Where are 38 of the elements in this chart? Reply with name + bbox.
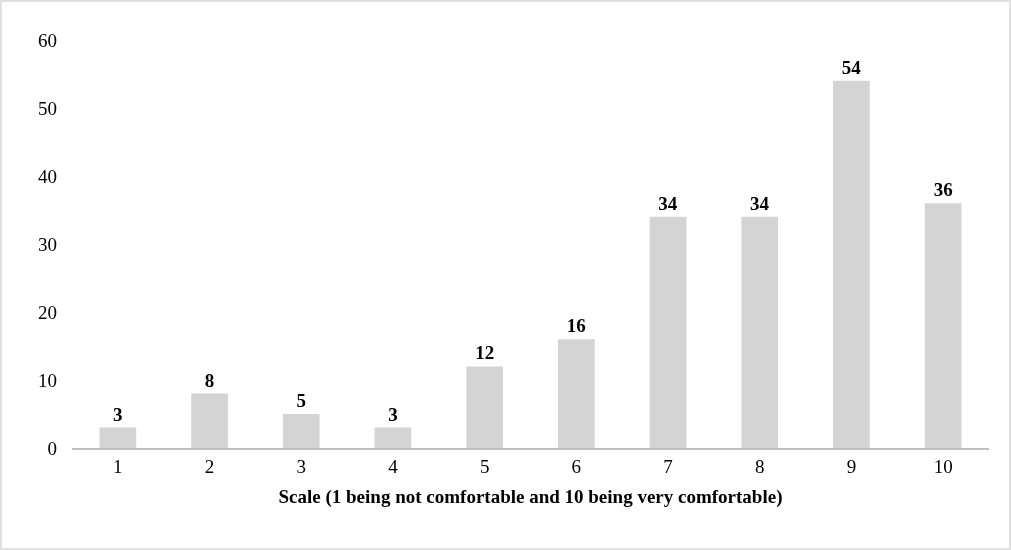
x-axis-title: Scale (1 being not comfortable and 10 being very comfortable) xyxy=(278,486,783,509)
x-tick-label: 10 xyxy=(933,455,953,477)
data-label: 12 xyxy=(475,342,495,364)
data-label: 16 xyxy=(566,315,586,337)
bar xyxy=(649,216,687,448)
x-tick-label: 7 xyxy=(663,455,673,477)
bar xyxy=(374,427,412,448)
x-tick-label: 4 xyxy=(388,455,399,477)
data-label: 34 xyxy=(750,192,770,214)
y-tick-label: 0 xyxy=(47,437,57,459)
bar xyxy=(191,393,228,448)
x-tick-label: 5 xyxy=(479,455,490,477)
data-label: 8 xyxy=(204,369,215,391)
data-label: 3 xyxy=(113,403,123,425)
data-label: 54 xyxy=(841,56,862,78)
x-tick-label: 1 xyxy=(113,455,123,477)
x-tick-label: 9 xyxy=(846,455,857,477)
y-tick-label: 50 xyxy=(38,97,57,119)
y-tick-label: 10 xyxy=(38,369,57,391)
data-label: 5 xyxy=(296,390,306,411)
x-tick-label: 6 xyxy=(571,455,582,477)
data-label: 34 xyxy=(658,192,678,214)
data-label: 3 xyxy=(388,403,398,425)
bar xyxy=(741,216,779,448)
bar xyxy=(558,339,595,448)
y-tick-label: 60 xyxy=(38,29,57,51)
x-tick-label: 2 xyxy=(204,455,215,477)
y-tick-label: 20 xyxy=(38,301,57,323)
bar xyxy=(924,203,962,448)
bar xyxy=(466,366,503,448)
bar xyxy=(833,80,870,448)
y-tick-label: 40 xyxy=(38,165,57,187)
bar xyxy=(282,414,320,448)
x-tick-label: 3 xyxy=(296,455,306,477)
x-tick-label: 8 xyxy=(755,455,765,477)
y-tick-label: 30 xyxy=(38,233,57,255)
data-label: 36 xyxy=(933,179,953,201)
bar xyxy=(99,427,137,448)
